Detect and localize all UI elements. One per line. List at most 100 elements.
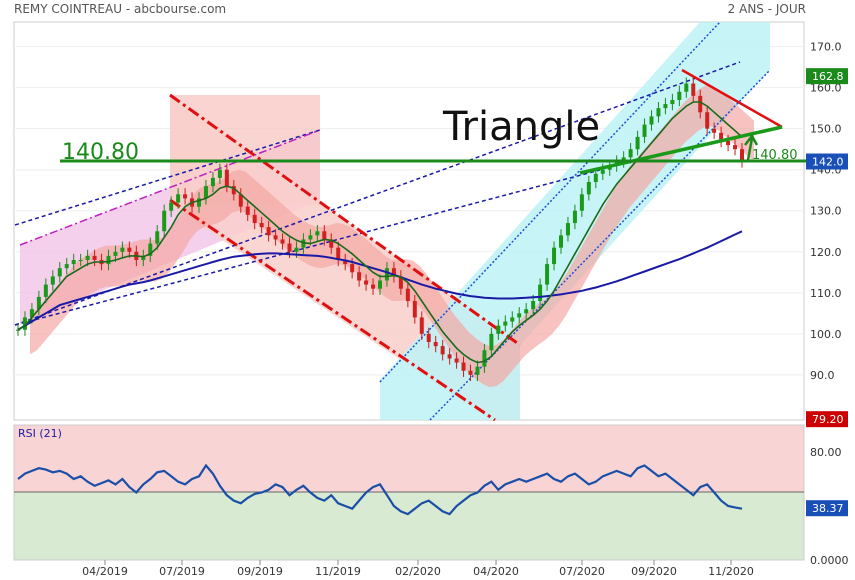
candle-body (600, 169, 605, 174)
candle-body (712, 128, 717, 133)
candle-body (43, 284, 48, 297)
candle-body (726, 140, 731, 146)
candle-body (287, 243, 292, 252)
y-tick-label: 110.0 (810, 287, 842, 300)
candle-body (593, 173, 598, 183)
candle-body (663, 104, 668, 109)
candle-body (217, 169, 222, 178)
candle-body (252, 214, 257, 224)
candle-body (231, 186, 236, 195)
y-tick-label: 120.0 (810, 246, 842, 259)
candle-body (85, 255, 90, 260)
x-tick-label: 11/2019 (315, 565, 361, 578)
x-tick-label: 07/2019 (159, 565, 205, 578)
candle-body (635, 136, 640, 150)
x-tick-label: 04/2019 (82, 565, 128, 578)
candle-body (419, 317, 424, 334)
candle-body (308, 235, 313, 240)
candle-body (329, 239, 334, 248)
candle-body (57, 268, 62, 277)
rsi-oversold-zone (14, 492, 804, 560)
upper-channel-dotted-long (14, 61, 741, 326)
mm200-line (17, 230, 743, 331)
rsi-overbought-zone (14, 425, 804, 492)
triangle-lower-line (579, 125, 783, 175)
rsi-y-tick-label: 80.00 (810, 446, 842, 459)
x-tick-label: 09/2020 (631, 565, 677, 578)
mm20-line (17, 101, 743, 364)
x-tick-label: 04/2020 (473, 565, 519, 578)
candle-body (384, 268, 389, 281)
candle-body (16, 329, 20, 331)
candle-body (120, 247, 125, 252)
candle-body (656, 108, 661, 117)
candle-body (475, 366, 480, 375)
candle-body (22, 317, 27, 330)
candle-body (78, 259, 83, 261)
candle-body (489, 333, 494, 351)
candle-body (148, 243, 153, 256)
candle-body (50, 276, 55, 285)
candle-body (162, 210, 167, 232)
candle-body (210, 177, 215, 187)
price-badge-label: 162.8 (812, 70, 844, 83)
candle-body (301, 239, 306, 248)
support-label-left: 140.80 (62, 140, 139, 165)
y-tick-label: 90.0 (810, 369, 835, 382)
candle-body (510, 317, 515, 322)
candle-body (224, 169, 229, 187)
candle-body (197, 198, 201, 207)
candle-body (496, 325, 501, 334)
candle-body (559, 235, 563, 248)
candle-body (141, 255, 146, 260)
candle-body (670, 99, 675, 105)
candle-body (266, 227, 271, 236)
bear-channel-lower (169, 198, 496, 422)
candle-body (468, 370, 473, 375)
pink-channel-upper (19, 129, 321, 246)
candle-body (364, 280, 369, 285)
candle-body (426, 333, 431, 343)
candle-body (538, 284, 543, 302)
chart-title: REMY COINTREAU - abcbourse.com (14, 2, 226, 16)
candle-body (322, 231, 327, 240)
candle-body (106, 255, 111, 265)
candle-body (155, 231, 160, 244)
cyan-channel-lower (429, 69, 771, 421)
x-axis: 04/2019 07/2019 09/2019 11/2019 02/2020 04/20… (82, 560, 754, 578)
candle-body (176, 194, 181, 203)
bear-channel-upper (169, 93, 521, 347)
candle-body (294, 247, 299, 252)
candle-body (391, 268, 396, 277)
candle-body (719, 132, 724, 141)
candle-body (343, 259, 348, 265)
price-badge-label: 79.20 (812, 413, 844, 426)
candle-body (350, 264, 355, 273)
candle-body (357, 272, 362, 281)
candle-body (92, 255, 97, 260)
rsi-badge-label: 38.37 (812, 502, 844, 515)
candle-body (183, 194, 188, 199)
candle-body (71, 259, 76, 265)
candle-body (336, 247, 341, 260)
candle-body (113, 251, 118, 256)
y-tick-label: 150.0 (810, 123, 842, 136)
candle-body (677, 91, 682, 100)
candle-body (64, 264, 69, 269)
price-badge-label: 142.0 (812, 156, 844, 169)
candle-body (405, 288, 410, 302)
candle-body (705, 112, 710, 129)
candle-body (371, 284, 376, 289)
candle-body (315, 231, 320, 236)
triangle-annotation: Triangle (442, 104, 600, 150)
up-arrow-icon (744, 133, 759, 161)
candle-body (273, 235, 278, 240)
x-tick-label: 09/2019 (237, 565, 283, 578)
x-tick-label: 02/2020 (395, 565, 441, 578)
rsi-badge (806, 500, 848, 517)
candle-body (259, 223, 264, 228)
candle-body (579, 194, 584, 211)
candle-body (621, 157, 626, 162)
candle-body (280, 239, 285, 244)
rsi-series (17, 463, 743, 516)
